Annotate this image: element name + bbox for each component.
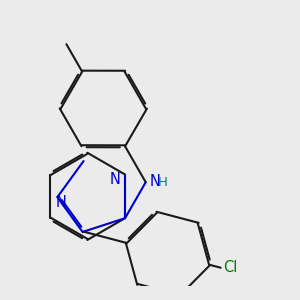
Text: H: H — [158, 176, 168, 189]
Text: N: N — [55, 195, 66, 210]
Text: N: N — [109, 172, 120, 187]
Text: Cl: Cl — [224, 260, 238, 275]
Text: N: N — [150, 174, 161, 189]
